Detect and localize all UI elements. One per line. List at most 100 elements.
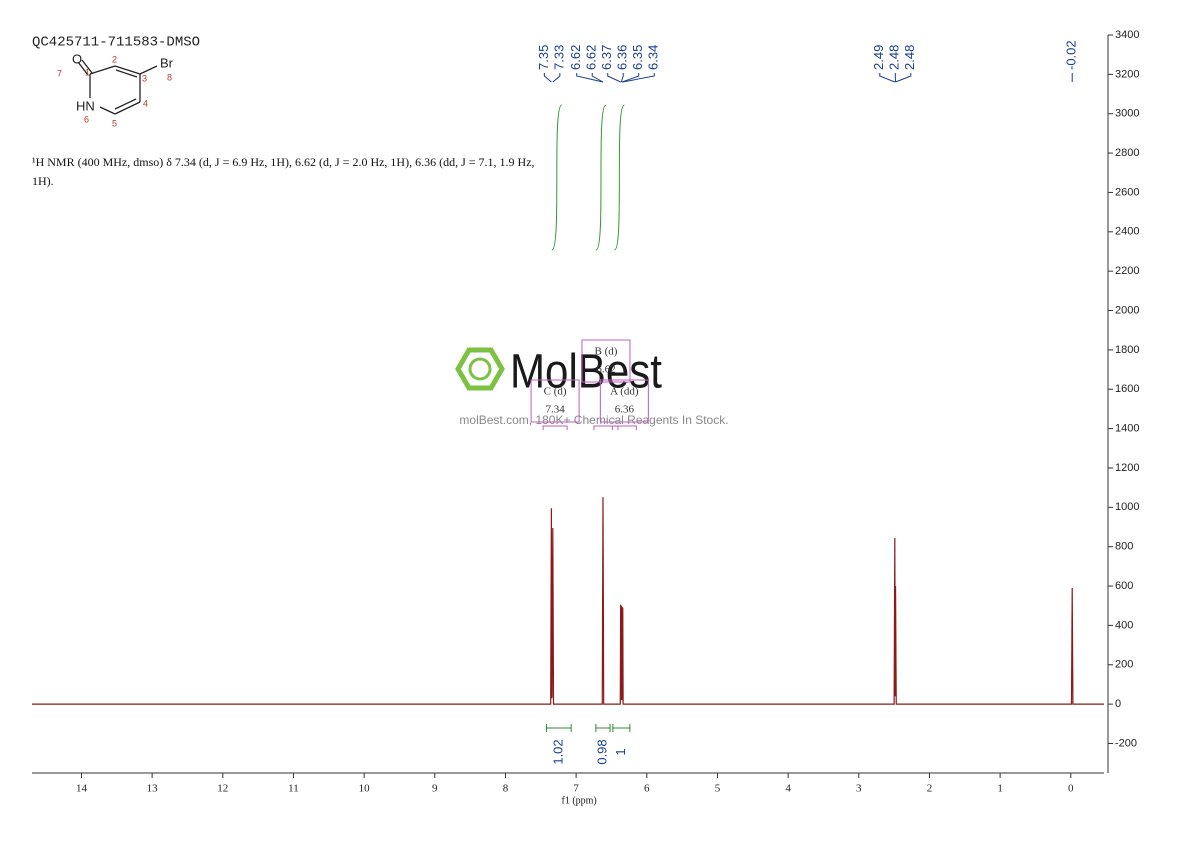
atom: Br — [160, 55, 174, 70]
peak-connector — [620, 73, 624, 83]
y-tick-label: 600 — [1115, 580, 1133, 592]
multiplet-label: C (d) — [544, 386, 567, 398]
x-axis-label: f1 (ppm) — [561, 795, 596, 806]
bond — [81, 59, 93, 74]
integral-label: 1.02 — [550, 739, 565, 764]
atom-number: 2 — [112, 54, 117, 64]
atom-number: 5 — [112, 118, 117, 128]
peak-connector — [576, 73, 604, 83]
y-tick-label: 400 — [1115, 619, 1133, 631]
x-tick-label: 5 — [715, 783, 721, 795]
description-line: 1H). — [32, 174, 54, 188]
multiplet-box — [530, 379, 580, 423]
y-tick-label: 3000 — [1115, 108, 1139, 120]
peak-label: 2.48 — [902, 45, 917, 70]
x-tick-label: 0 — [1068, 783, 1074, 795]
x-tick-label: 11 — [288, 783, 299, 795]
multiplet-bracket — [611, 425, 637, 430]
x-tick-label: 13 — [147, 783, 159, 795]
atom-number: 1 — [85, 67, 90, 77]
x-tick-label: 6 — [644, 783, 650, 795]
watermark: MolBest molBest.com, 180K+ Chemical Reag… — [455, 346, 729, 427]
atom-number: 3 — [142, 73, 147, 83]
bond — [114, 65, 141, 75]
multiplet-label: B (d) — [595, 346, 618, 358]
logo-hexagon — [455, 347, 505, 391]
y-tick-label: 1200 — [1115, 462, 1139, 474]
x-tick-label: 9 — [432, 783, 438, 795]
y-tick-label: 2200 — [1115, 265, 1139, 277]
atom-number: 7 — [57, 68, 62, 78]
multiplet-shift: 6.36 — [615, 404, 635, 416]
integral-curve — [551, 104, 563, 251]
peak-connector — [622, 73, 655, 83]
atom-number: 6 — [84, 114, 89, 124]
x-tick-label: 10 — [359, 783, 371, 795]
bond — [114, 101, 141, 115]
bond — [77, 61, 89, 76]
title: QC425711-711583-DMSO — [32, 35, 200, 51]
peak-label: -0.02 — [1064, 40, 1079, 70]
multiplet-shift: 7.34 — [545, 404, 565, 416]
x-tick-label: 14 — [76, 783, 88, 795]
y-tick-label: 200 — [1115, 659, 1133, 671]
integral-label: 1 — [613, 748, 628, 755]
y-tick-label: 800 — [1115, 541, 1133, 553]
peak-label: 6.62 — [568, 45, 583, 70]
x-tick-label: 1 — [997, 783, 1003, 795]
peak-label: 6.62 — [584, 45, 599, 70]
bond — [89, 65, 116, 75]
peak-label: 7.33 — [551, 45, 566, 70]
x-tick-label: 7 — [573, 783, 579, 795]
peak-connector — [895, 73, 912, 83]
bond — [114, 98, 137, 110]
description-line: ¹H NMR (400 MHz, dmso) δ 7.34 (d, J = 6.… — [32, 155, 535, 169]
peak-connector — [543, 73, 552, 83]
peak-label: 6.34 — [646, 45, 661, 70]
integral-label: 0.98 — [594, 739, 609, 764]
x-tick-label: 2 — [927, 783, 933, 795]
molecule — [77, 59, 158, 115]
y-tick-label: 0 — [1115, 698, 1121, 710]
peak-label: 6.35 — [630, 45, 645, 70]
brand: MolBest — [510, 346, 662, 399]
peak-label: 6.37 — [599, 45, 614, 70]
multiplet-bracket — [593, 425, 619, 430]
y-tick-label: 1600 — [1115, 383, 1139, 395]
integral-curve — [595, 104, 607, 251]
y-tick-label: 2800 — [1115, 147, 1139, 159]
multiplet-box — [599, 379, 649, 423]
x-tick-label: 4 — [785, 783, 791, 795]
multiplet-label: A (dd) — [610, 386, 639, 398]
y-tick-label: 2400 — [1115, 226, 1139, 238]
y-tick-label: 3200 — [1115, 68, 1139, 80]
atom-labels: O HN Br 1 2 3 4 5 6 7 8 — [57, 51, 174, 128]
logo-ring — [468, 357, 492, 381]
y-tick-label: 3400 — [1115, 29, 1139, 41]
y-tick-label: 1000 — [1115, 501, 1139, 513]
peak-connector — [879, 73, 896, 83]
multiplet-shift: 6.62 — [596, 364, 615, 376]
x-tick-label: 12 — [217, 783, 228, 795]
bond — [99, 106, 116, 115]
bond — [115, 69, 138, 78]
atom: O — [72, 51, 82, 66]
peak-connector — [607, 73, 621, 83]
peak-label: 2.48 — [887, 45, 902, 70]
spectrum-line — [32, 497, 1104, 705]
peak-label: 2.49 — [871, 45, 886, 70]
peak-connector — [621, 73, 640, 83]
y-tick-label: 2000 — [1115, 304, 1139, 316]
integral-curve — [613, 104, 625, 251]
atom: HN — [76, 98, 95, 113]
slogan: molBest.com, 180K+ Chemical Reagents In … — [459, 413, 728, 427]
y-tick-label: 1400 — [1115, 423, 1139, 435]
atom-number: 4 — [143, 98, 148, 108]
bond — [139, 65, 158, 75]
x-tick-label: 8 — [503, 783, 509, 795]
peak-connector — [552, 73, 561, 83]
x-tick-label: 3 — [856, 783, 862, 795]
peak-connector — [591, 73, 604, 83]
peak-label: 7.35 — [536, 45, 551, 70]
